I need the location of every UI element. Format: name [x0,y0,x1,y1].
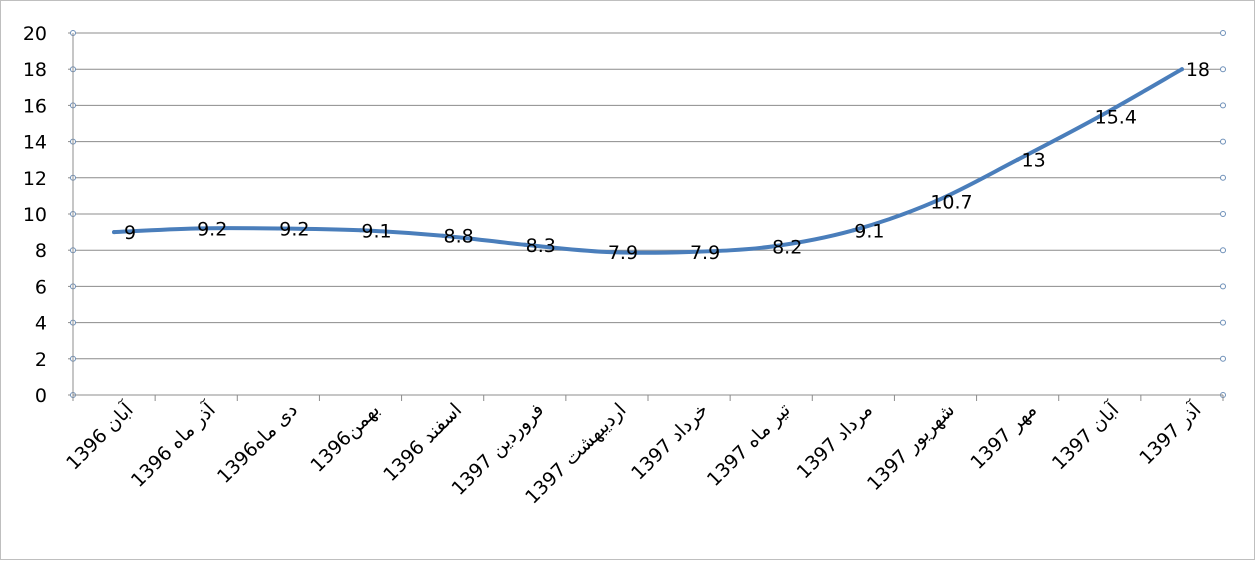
data-point [933,199,938,204]
x-tick-label: دی ماه1396 [213,399,302,488]
data-point [522,242,527,247]
data-point [769,244,774,249]
data-point [1179,67,1184,72]
data-point [1097,114,1102,119]
data-label: 7.9 [690,242,720,264]
data-label: 15.4 [1095,106,1137,128]
y-tick-label: 6 [35,276,47,298]
right-axis-marker [1220,247,1226,254]
right-axis-marker [1220,211,1226,217]
right-axis-marker [1220,319,1226,326]
right-axis-marker [1220,355,1226,362]
data-point [851,228,856,233]
y-tick-label: 12 [23,168,47,190]
y-tick-label: 18 [23,59,47,81]
data-point [687,250,692,255]
data-point [1015,157,1020,162]
data-label: 13 [1022,150,1046,172]
x-tick-label: مرداد 1397 [793,399,877,483]
data-label: 9 [124,222,136,244]
data-point [358,228,363,233]
y-tick-label: 4 [35,313,47,335]
data-label: 7.9 [608,242,638,264]
y-tick-label: 14 [23,132,47,154]
data-label: 9.2 [197,218,227,240]
data-point [440,233,445,238]
x-tick-label: اسفند 1396 [379,399,466,486]
x-tick-label: آبان 1397 [1046,397,1123,474]
series-line [112,67,1184,255]
x-tick-label: آذر 1397 [1134,397,1206,469]
right-axis-marker [1220,138,1226,145]
x-tick-label: مهر 1397 [966,399,1041,474]
right-axis-marker [1220,30,1226,36]
y-tick-label: 20 [23,23,47,45]
data-label: 8.8 [444,226,474,248]
x-tick-label: تیر ماه 1397 [703,399,795,491]
right-axis-marker [1220,174,1226,181]
data-label: 10.7 [930,191,972,213]
x-tick-label: خرداد 1397 [627,399,712,484]
y-tick-label: 0 [35,385,47,407]
x-tick-label: شهریور 1397 [863,399,959,495]
x-tick-label: آبان 1396 [61,397,138,474]
data-point [194,226,199,231]
y-tick-label: 16 [23,95,47,117]
x-tick-label: آذر ماه 1396 [126,397,221,492]
x-tick-label: بهمن1396 [306,399,384,477]
y-tick-label: 8 [35,240,47,262]
right-axis-marker [1220,283,1226,290]
y-tick-label: 10 [23,204,47,226]
data-label: 8.2 [772,237,802,259]
right-axis-marker [1220,102,1226,109]
right-axis-marker [1220,66,1226,73]
data-label: 8.3 [526,235,556,257]
data-point [276,226,281,231]
data-label: 18 [1186,59,1210,81]
data-label: 9.2 [279,218,309,240]
data-point [604,250,609,255]
data-point [112,230,117,235]
data-label: 9.1 [854,220,884,242]
y-tick-label: 2 [35,349,47,371]
data-label: 9.1 [361,220,391,242]
